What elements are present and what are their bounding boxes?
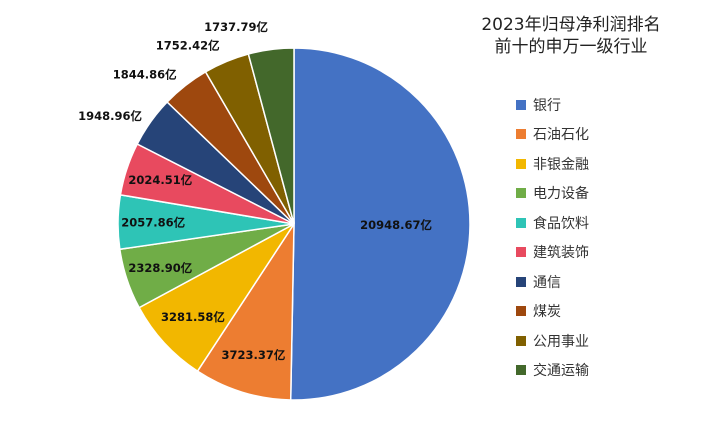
chart-title: 2023年归母净利润排名 前十的申万一级行业 bbox=[440, 14, 702, 58]
legend-swatch bbox=[516, 158, 526, 169]
legend-label: 交通运输 bbox=[533, 363, 589, 380]
legend-label: 公用事业 bbox=[533, 333, 589, 350]
legend-item-7: 通信 bbox=[516, 267, 589, 297]
legend-swatch bbox=[516, 99, 526, 110]
legend-swatch bbox=[516, 335, 526, 346]
legend-label: 建筑装饰 bbox=[533, 245, 589, 262]
legend-item-9: 公用事业 bbox=[516, 326, 589, 356]
chart-title-line-1: 2023年归母净利润排名 bbox=[481, 15, 661, 35]
legend-item-5: 食品饮料 bbox=[516, 208, 589, 238]
legend-item-4: 电力设备 bbox=[516, 179, 589, 209]
legend-swatch bbox=[516, 276, 526, 287]
legend-item-6: 建筑装饰 bbox=[516, 238, 589, 268]
pie-slice-2 bbox=[196, 221, 295, 401]
legend-label: 煤炭 bbox=[533, 304, 561, 321]
data-label-10: 1737.79亿 bbox=[204, 20, 268, 34]
data-label-8: 1844.86亿 bbox=[113, 68, 177, 82]
pie-slice-10 bbox=[247, 47, 295, 225]
legend-label: 非银金融 bbox=[533, 156, 589, 173]
legend-label: 银行 bbox=[533, 97, 561, 114]
chart-title-line-2: 前十的申万一级行业 bbox=[494, 37, 648, 57]
legend-swatch bbox=[516, 306, 526, 317]
legend-item-1: 银行 bbox=[516, 90, 589, 120]
data-label-2: 3723.37亿 bbox=[222, 348, 286, 362]
legend-swatch bbox=[516, 217, 526, 228]
chart-legend: 银行石油石化非银金融电力设备食品饮料建筑装饰通信煤炭公用事业交通运输 bbox=[516, 90, 589, 385]
pie-slice-1 bbox=[289, 47, 471, 401]
legend-label: 食品饮料 bbox=[533, 215, 589, 232]
legend-label: 通信 bbox=[533, 274, 561, 291]
legend-swatch bbox=[516, 365, 526, 376]
legend-item-8: 煤炭 bbox=[516, 297, 589, 327]
legend-item-3: 非银金融 bbox=[516, 149, 589, 179]
legend-item-10: 交通运输 bbox=[516, 356, 589, 386]
legend-swatch bbox=[516, 188, 526, 199]
data-label-4: 2328.90亿 bbox=[128, 261, 192, 275]
legend-label: 石油石化 bbox=[533, 127, 589, 144]
legend-item-2: 石油石化 bbox=[516, 120, 589, 150]
legend-swatch bbox=[516, 129, 526, 140]
data-label-9: 1752.42亿 bbox=[156, 38, 220, 52]
data-label-6: 2024.51亿 bbox=[128, 173, 192, 187]
data-label-5: 2057.86亿 bbox=[121, 215, 185, 229]
data-label-3: 3281.58亿 bbox=[161, 310, 225, 324]
data-label-1: 20948.67亿 bbox=[360, 218, 432, 232]
data-label-7: 1948.96亿 bbox=[78, 109, 142, 123]
legend-swatch bbox=[516, 247, 526, 258]
legend-label: 电力设备 bbox=[533, 186, 589, 203]
